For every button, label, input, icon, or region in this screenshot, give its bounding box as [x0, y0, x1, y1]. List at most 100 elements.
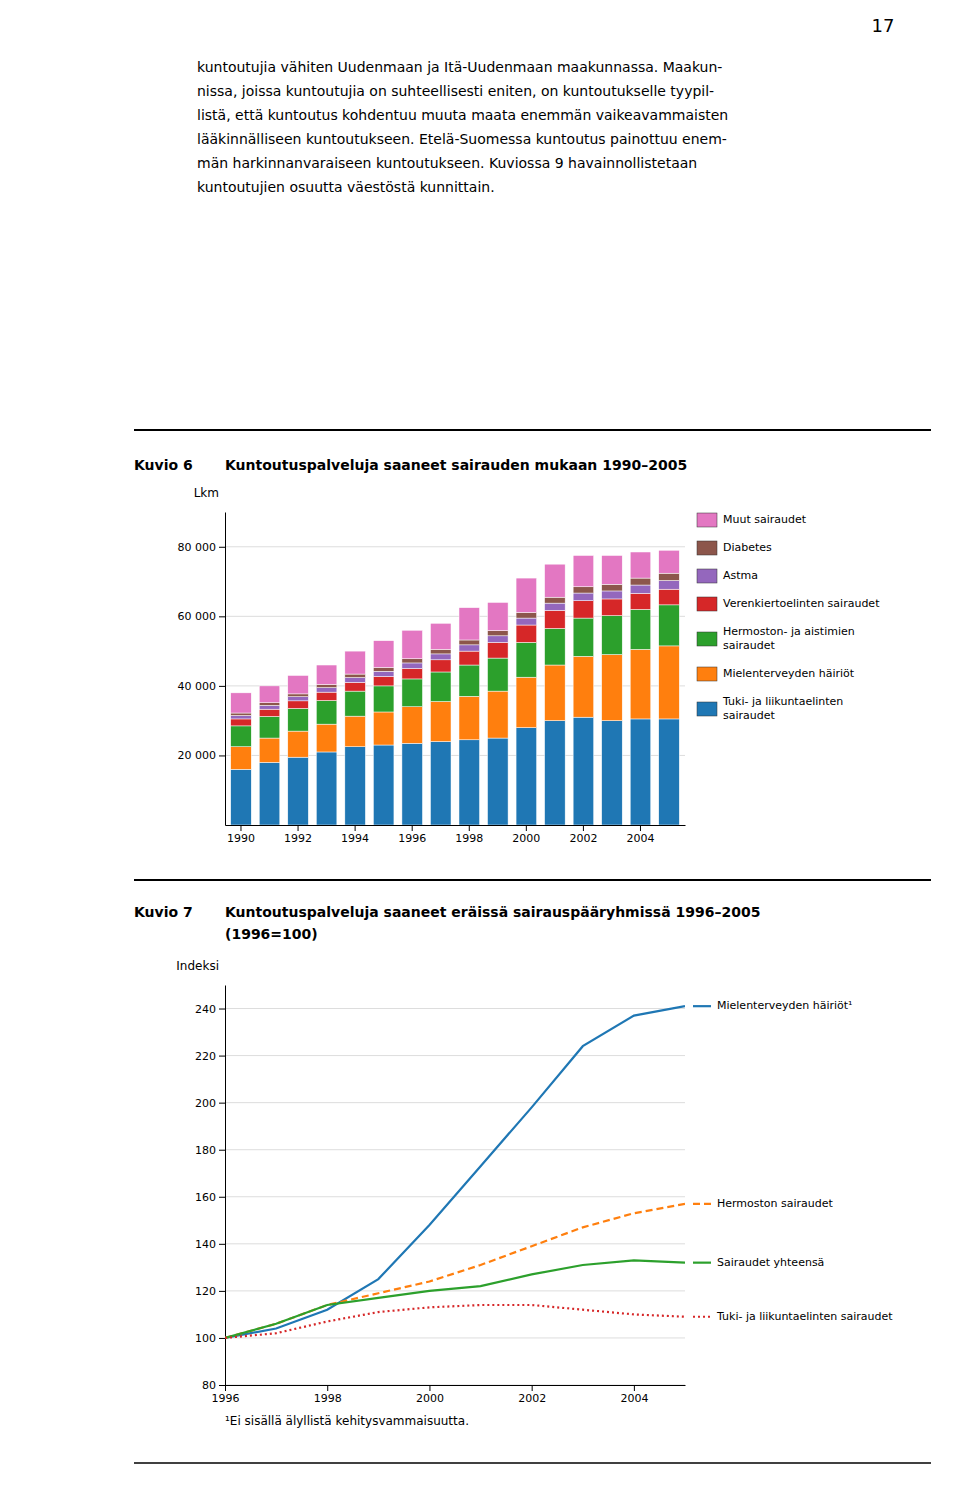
bar — [516, 728, 537, 825]
text-line: sairaudet — [723, 709, 776, 722]
bar — [259, 716, 280, 738]
text-line: Diabetes — [723, 541, 772, 554]
bar — [602, 584, 623, 591]
tick: 80 — [202, 1379, 225, 1392]
footnote: ¹Ei sisällä älyllistä kehitysvammaisuutt… — [225, 1414, 469, 1428]
bar — [659, 646, 680, 719]
legend-entry: Astma — [723, 569, 758, 582]
bar — [545, 665, 566, 721]
bar — [459, 696, 480, 739]
tick-mark — [219, 1056, 225, 1057]
legend-swatch — [697, 569, 717, 583]
bar — [316, 700, 337, 724]
text-line: Indeksi — [176, 959, 219, 973]
bar — [573, 656, 594, 717]
text-line: listä, että kuntoutus kohdentuu muuta ma… — [197, 107, 728, 123]
bar — [545, 597, 566, 603]
axis-line — [226, 1385, 686, 1386]
bar-series — [231, 581, 680, 719]
legend-swatch — [693, 1203, 711, 1205]
legend-swatch — [697, 702, 717, 716]
tick: 2004 — [620, 1385, 648, 1405]
bars — [231, 550, 680, 825]
bar — [402, 659, 423, 663]
legend-entry: Sairaudet yhteensä — [717, 1256, 824, 1269]
tick: 180 — [195, 1144, 225, 1157]
chart-title: Kuntoutuspalveluja saaneet sairauden muk… — [225, 457, 687, 473]
grid-line — [225, 1243, 685, 1244]
bar — [573, 587, 594, 593]
bar — [545, 564, 566, 597]
tick-label: 1996 — [398, 832, 426, 845]
grid-line — [225, 1337, 685, 1338]
bar — [430, 623, 451, 649]
legend-entry: Tuki- ja liikuntaelinten sairaudet — [716, 1310, 893, 1323]
lines — [225, 1006, 685, 1338]
bar — [402, 679, 423, 707]
tick-label: 80 000 — [178, 541, 217, 554]
bar — [459, 608, 480, 640]
bar — [288, 708, 309, 731]
text-line: Tuki- ja liikuntaelinten — [722, 695, 843, 708]
tick: 60 000 — [178, 610, 226, 623]
bar — [231, 715, 252, 718]
tick: 2000 — [512, 825, 540, 845]
tick: 140 — [195, 1238, 225, 1251]
text-line: (1996=100) — [225, 926, 318, 942]
bar — [373, 745, 394, 825]
tick-label: 220 — [195, 1050, 216, 1063]
bar — [288, 697, 309, 701]
bar — [459, 665, 480, 696]
separator — [134, 1462, 931, 1464]
tick-label: 1990 — [227, 832, 255, 845]
tick-mark — [355, 825, 356, 831]
bar — [488, 738, 509, 825]
bar — [488, 658, 509, 691]
tick-mark — [219, 547, 225, 548]
grid-line — [225, 1290, 685, 1291]
bar-series — [231, 646, 680, 769]
tick-mark — [219, 1338, 225, 1339]
bar — [402, 743, 423, 825]
tick-label: 2004 — [626, 832, 654, 845]
bar-series — [231, 717, 680, 825]
bar — [630, 552, 651, 578]
bar — [259, 705, 280, 709]
bar — [345, 651, 366, 674]
tick-label: 2000 — [512, 832, 540, 845]
tick-label: 2002 — [569, 832, 597, 845]
tick-mark — [583, 825, 584, 831]
text-line: Kuvio 6 — [134, 457, 193, 473]
page-number: 17 — [872, 15, 895, 36]
tick: 2002 — [569, 825, 597, 845]
bar — [659, 573, 680, 580]
bar — [630, 649, 651, 719]
bar — [602, 721, 623, 825]
chart-0: Kuntoutuspalveluja saaneet sairauden muk… — [134, 457, 880, 845]
bar — [545, 721, 566, 825]
text-line: män harkinnanvaraiseen kuntoutukseen. Ku… — [197, 155, 697, 171]
tick: 40 000 — [178, 680, 226, 693]
bar — [659, 719, 680, 825]
tick-mark — [532, 1385, 533, 1391]
line — [225, 1260, 685, 1338]
bar — [545, 629, 566, 666]
bar — [430, 672, 451, 702]
legend-entry: Mielenterveyden häiriöt¹ — [717, 999, 853, 1012]
legend-entry: Verenkiertoelinten sairaudet — [723, 597, 880, 610]
bar — [602, 599, 623, 616]
tick: 220 — [195, 1050, 225, 1063]
bar — [516, 618, 537, 625]
bar — [430, 742, 451, 825]
bar — [345, 682, 366, 691]
bar — [259, 738, 280, 762]
tick: 1992 — [284, 825, 312, 845]
text-line: Kuntoutuspalveluja saaneet sairauden muk… — [225, 457, 687, 473]
tick-label: 140 — [195, 1238, 216, 1251]
tick-mark — [634, 1385, 635, 1391]
legend-swatch — [693, 1262, 711, 1264]
bar-series — [231, 573, 680, 715]
line — [225, 1305, 685, 1338]
tick-mark — [219, 1009, 225, 1010]
bar — [373, 671, 394, 676]
